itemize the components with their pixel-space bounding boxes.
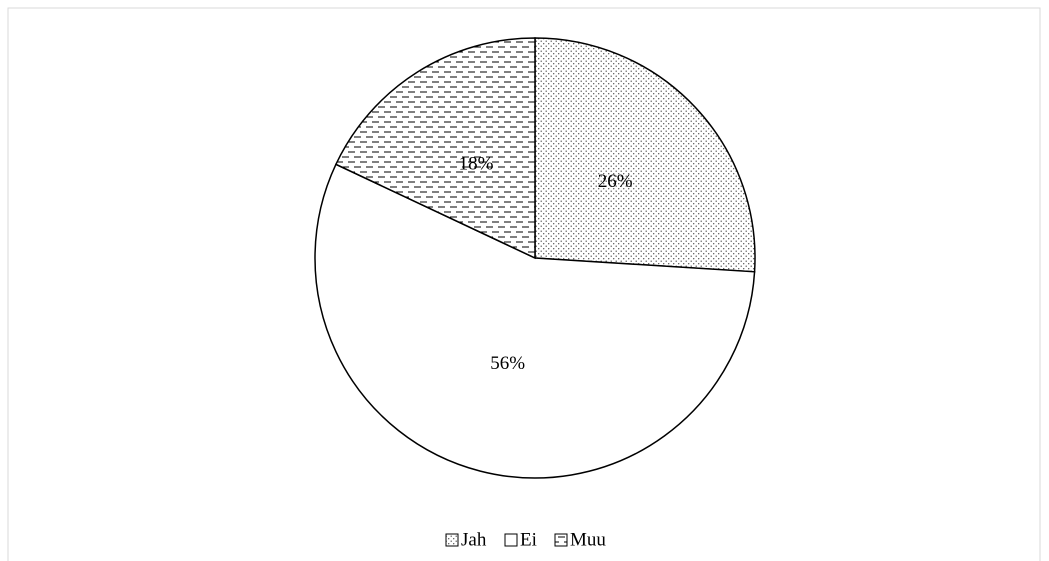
legend-label: Muu <box>570 529 606 550</box>
legend-swatch <box>554 533 568 547</box>
chart-frame <box>7 7 1041 561</box>
pie-slice <box>314 163 756 479</box>
data-label: 26% <box>598 171 633 192</box>
legend-label: Ei <box>520 529 537 550</box>
data-label: 18% <box>459 153 494 174</box>
pie-slice <box>534 37 756 273</box>
pie-slice <box>334 37 536 260</box>
legend-label: Jah <box>461 529 487 550</box>
data-label: 56% <box>490 353 525 374</box>
legend-swatch <box>445 533 459 547</box>
legend-swatch <box>504 533 518 547</box>
